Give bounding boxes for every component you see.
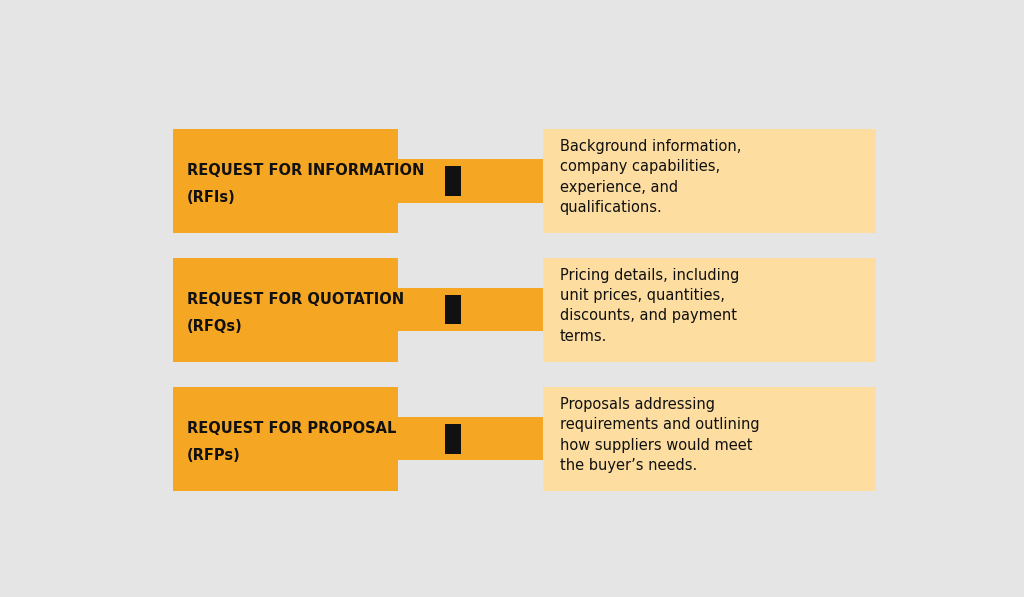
Bar [397,439,543,460]
Text: Pricing details, including
unit prices, quantities,
discounts, and payment
terms: Pricing details, including unit prices, … [560,267,739,344]
Bar [173,129,397,233]
Bar [397,310,543,331]
Bar [444,295,461,324]
Bar [397,288,543,310]
Text: Proposals addressing
requirements and outlining
how suppliers would meet
the buy: Proposals addressing requirements and ou… [560,397,760,473]
Text: Background information,
company capabilities,
experience, and
qualifications.: Background information, company capabili… [560,139,741,216]
Text: (RFQs): (RFQs) [187,319,243,334]
Bar [173,257,397,362]
Text: (RFIs): (RFIs) [187,190,236,205]
Bar [397,417,543,439]
Text: (RFPs): (RFPs) [187,448,241,463]
Bar [543,129,876,233]
Bar [397,159,543,181]
Bar [543,257,876,362]
Bar [543,387,876,491]
Bar [444,424,461,454]
Text: REQUEST FOR INFORMATION: REQUEST FOR INFORMATION [187,164,424,179]
Bar [397,181,543,202]
Text: REQUEST FOR QUOTATION: REQUEST FOR QUOTATION [187,292,404,307]
Bar [173,387,397,491]
Bar [444,167,461,196]
Text: REQUEST FOR PROPOSAL: REQUEST FOR PROPOSAL [187,421,396,436]
